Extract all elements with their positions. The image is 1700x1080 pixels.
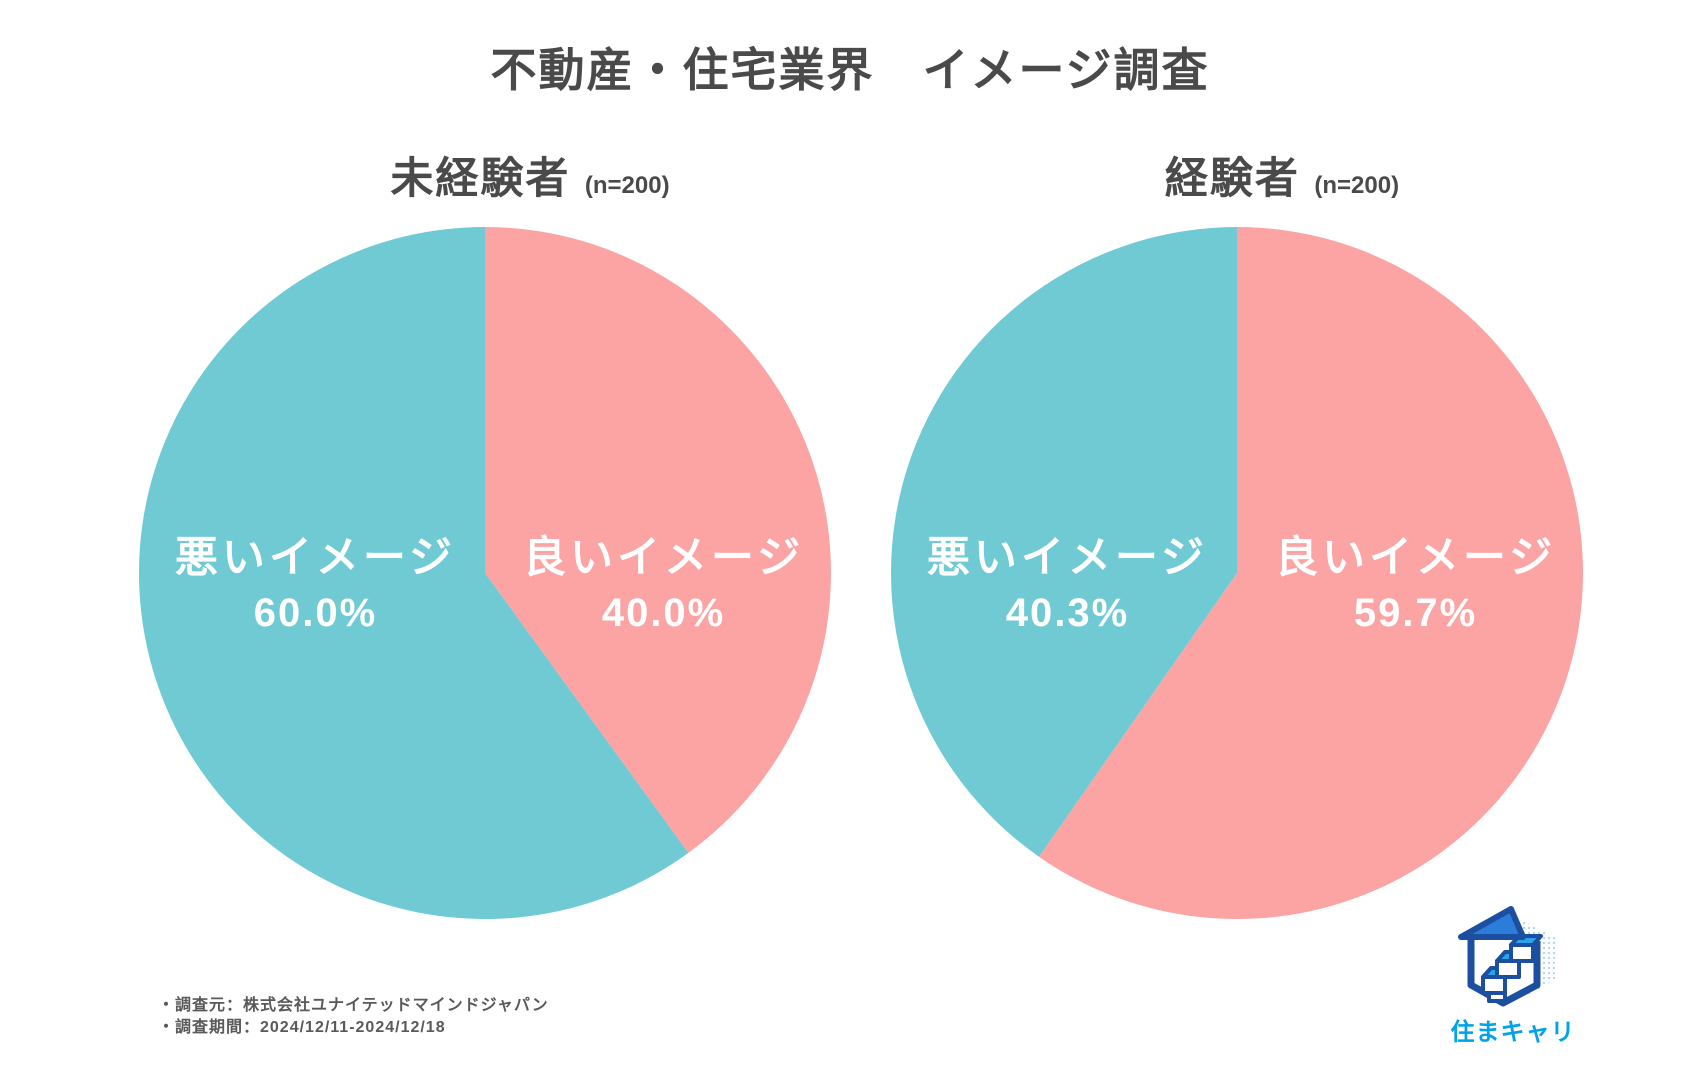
logo-roof bbox=[1458, 906, 1526, 940]
slice-label-good: 良いイメージ 59.7% bbox=[1275, 532, 1556, 640]
pie-chart-experienced: 良いイメージ 59.7% 悪いイメージ 40.3% bbox=[891, 227, 1583, 919]
pie-slice-good bbox=[1038, 227, 1583, 919]
slice-percent: 59.7% bbox=[1353, 591, 1478, 636]
slice-label-bad: 悪いイメージ 40.3% bbox=[927, 532, 1208, 640]
survey-notes: ・調査元：株式会社ユナイテッドマインドジャパン ・調査期間：2024/12/11… bbox=[158, 995, 549, 1039]
survey-source-line: ・調査元：株式会社ユナイテッドマインドジャパン bbox=[158, 997, 549, 1014]
chart-title-text: 未経験者 bbox=[390, 155, 571, 203]
survey-period-line: ・調査期間：2024/12/11-2024/12/18 bbox=[158, 1019, 446, 1036]
slice-name: 良いイメージ bbox=[1274, 534, 1557, 583]
chart-title-experienced: 経験者 (n=200) bbox=[936, 144, 1628, 206]
chart-title-inexperienced: 未経験者 (n=200) bbox=[184, 144, 876, 206]
logo-house-stairs-icon bbox=[1458, 906, 1558, 1007]
slice-percent: 60.0% bbox=[253, 591, 378, 636]
page-title: 不動産・住宅業界 イメージ調査 bbox=[490, 44, 1210, 96]
slice-label-good: 良いイメージ 40.0% bbox=[523, 532, 804, 640]
slice-percent: 40.3% bbox=[1005, 591, 1130, 636]
pie-slice-bad bbox=[891, 227, 1237, 857]
chart-title-text: 経験者 bbox=[1164, 155, 1300, 203]
slice-name: 悪いイメージ bbox=[926, 534, 1209, 583]
sample-size-label: (n=200) bbox=[584, 172, 670, 199]
sumacari-logo: 住まキャリ bbox=[1445, 901, 1581, 1047]
logo-stairs bbox=[1481, 934, 1543, 1003]
slice-label-bad: 悪いイメージ 60.0% bbox=[175, 532, 456, 640]
slice-name: 悪いイメージ bbox=[174, 534, 457, 583]
slice-name: 良いイメージ bbox=[522, 534, 805, 583]
pie-chart-inexperienced: 良いイメージ 40.0% 悪いイメージ 60.0% bbox=[139, 227, 831, 919]
logo-wordmark: 住まキャリ bbox=[1450, 1019, 1576, 1046]
slice-percent: 40.0% bbox=[601, 591, 726, 636]
sample-size-label: (n=200) bbox=[1314, 172, 1400, 199]
pie-slice-bad bbox=[139, 227, 689, 919]
pie-slice-good bbox=[485, 227, 831, 853]
